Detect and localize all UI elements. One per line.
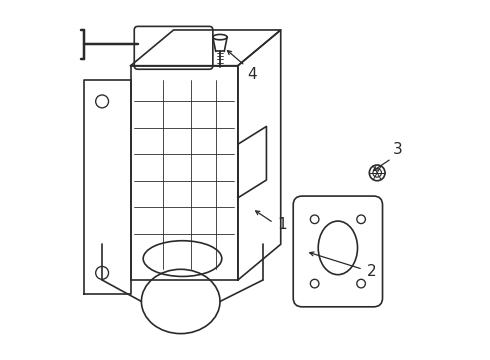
Text: 1: 1	[277, 217, 287, 232]
Text: 2: 2	[367, 264, 376, 279]
Text: 3: 3	[393, 142, 403, 157]
Text: 4: 4	[247, 67, 256, 82]
